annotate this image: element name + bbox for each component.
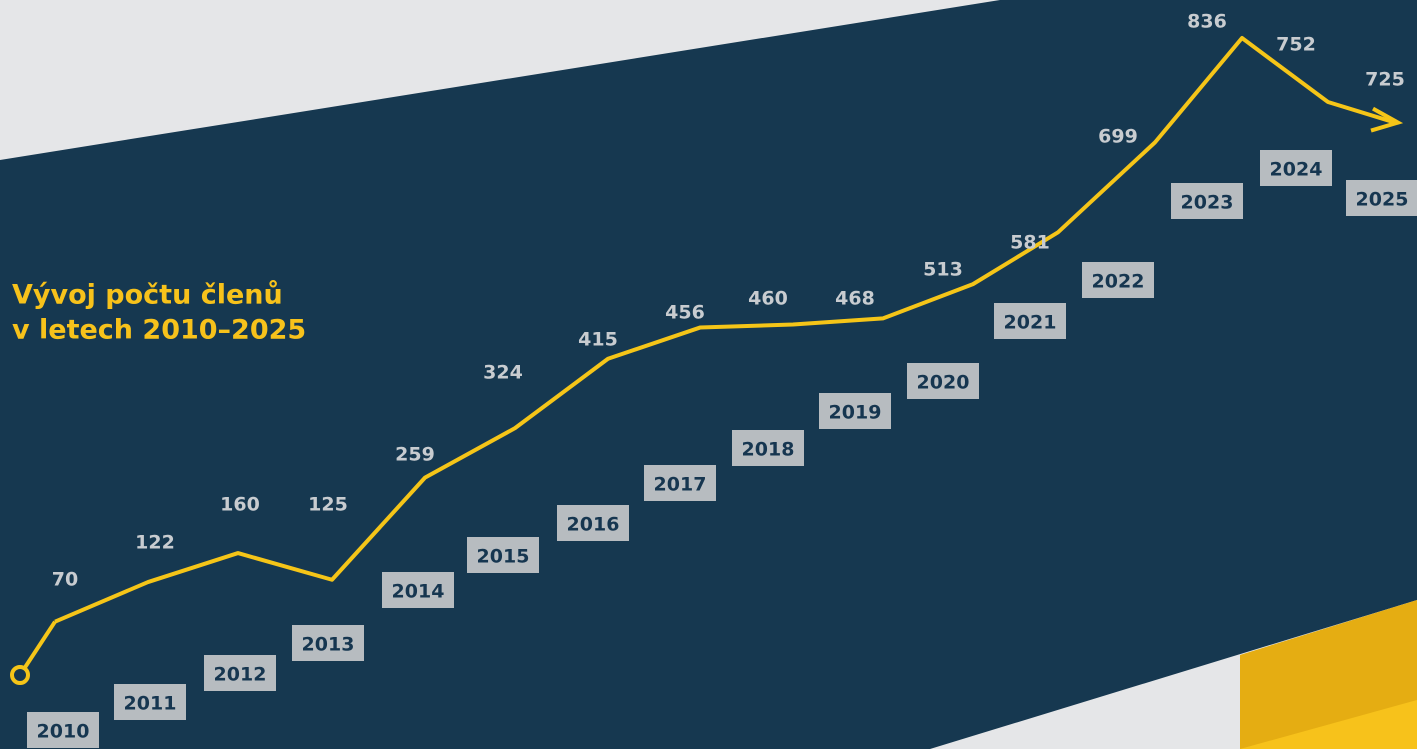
x-tick-label: 2015 xyxy=(477,546,530,568)
value-label: 259 xyxy=(395,444,435,466)
value-label: 415 xyxy=(578,329,618,351)
x-tick-label: 2013 xyxy=(302,634,355,656)
x-tick-label: 2018 xyxy=(742,439,795,461)
value-label: 752 xyxy=(1276,34,1316,56)
value-label: 581 xyxy=(1010,232,1050,254)
accent xyxy=(1240,600,1417,749)
chart-title: Vývoj počtu členů xyxy=(12,280,283,311)
x-tick-label: 2025 xyxy=(1356,189,1409,211)
value-label: 836 xyxy=(1187,11,1227,33)
value-label: 122 xyxy=(135,532,175,554)
accent xyxy=(1240,700,1417,749)
year-box xyxy=(1171,183,1243,219)
x-tick-label: 2011 xyxy=(124,693,177,715)
x-tick-label: 2020 xyxy=(917,372,970,394)
x-tick-label: 2022 xyxy=(1092,271,1145,293)
year-box xyxy=(1082,262,1154,298)
arrow-head xyxy=(1370,106,1404,133)
year-box xyxy=(994,303,1066,339)
value-label: 456 xyxy=(665,302,705,324)
value-label: 125 xyxy=(308,494,348,516)
value-label: 468 xyxy=(835,288,875,310)
x-tick-label: 2016 xyxy=(567,514,620,536)
value-label: 324 xyxy=(483,362,523,384)
chart-title: v letech 2010–2025 xyxy=(12,315,306,346)
year-box xyxy=(382,572,454,608)
x-tick-label: 2019 xyxy=(829,402,882,424)
value-label: 70 xyxy=(52,569,78,591)
value-label: 460 xyxy=(748,288,788,310)
year-box xyxy=(114,684,186,720)
value-label: 725 xyxy=(1365,69,1405,91)
start-segment xyxy=(18,620,57,677)
x-tick-label: 2014 xyxy=(392,581,445,603)
year-box xyxy=(907,363,979,399)
year-box xyxy=(204,655,276,691)
year-box xyxy=(732,430,804,466)
x-tick-label: 2023 xyxy=(1181,192,1234,214)
x-tick-label: 2024 xyxy=(1270,159,1323,181)
value-label: 513 xyxy=(923,259,963,281)
year-box xyxy=(1260,150,1332,186)
year-box xyxy=(1346,180,1417,216)
start-point xyxy=(10,665,30,685)
value-label: 160 xyxy=(220,494,260,516)
value-label: 699 xyxy=(1098,126,1138,148)
x-tick-label: 2017 xyxy=(654,474,707,496)
year-box xyxy=(27,712,99,748)
year-box xyxy=(292,625,364,661)
year-box xyxy=(467,537,539,573)
year-box xyxy=(644,465,716,501)
year-box xyxy=(557,505,629,541)
year-box xyxy=(819,393,891,429)
line xyxy=(54,36,1396,624)
x-tick-label: 2021 xyxy=(1004,312,1057,334)
x-tick-label: 2012 xyxy=(214,664,267,686)
x-tick-label: 2010 xyxy=(37,721,90,743)
